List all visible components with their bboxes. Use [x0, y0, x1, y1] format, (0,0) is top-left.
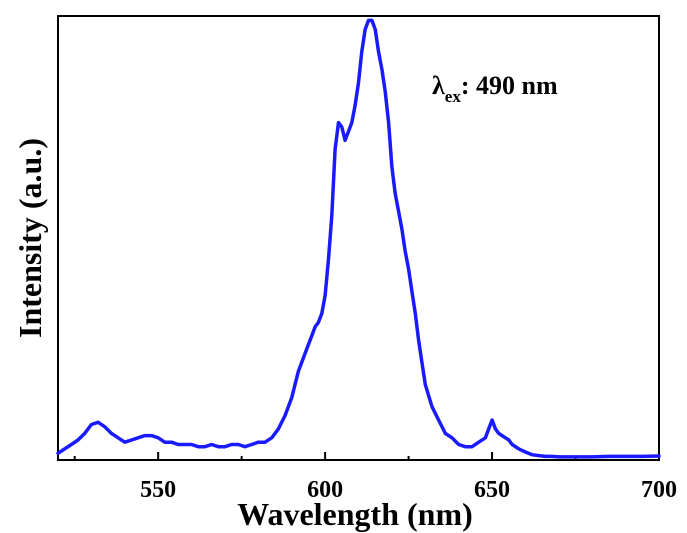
- excitation-value: : 490 nm: [461, 71, 558, 100]
- spectrum-series-line: [56, 18, 661, 459]
- x-tick-label: 700: [641, 477, 677, 503]
- y-axis-title: Intensity (a.u.): [12, 138, 48, 338]
- x-tick-label: 600: [307, 477, 343, 503]
- lambda-subscript: ex: [445, 87, 462, 106]
- x-axis-title: Wavelength (nm): [237, 496, 473, 532]
- plot-frame: [57, 15, 660, 461]
- excitation-annotation: λex: 490 nm: [432, 71, 558, 106]
- x-tick-label: 650: [474, 477, 510, 503]
- x-tick-label: 550: [140, 477, 176, 503]
- lambda-symbol: λ: [432, 71, 445, 100]
